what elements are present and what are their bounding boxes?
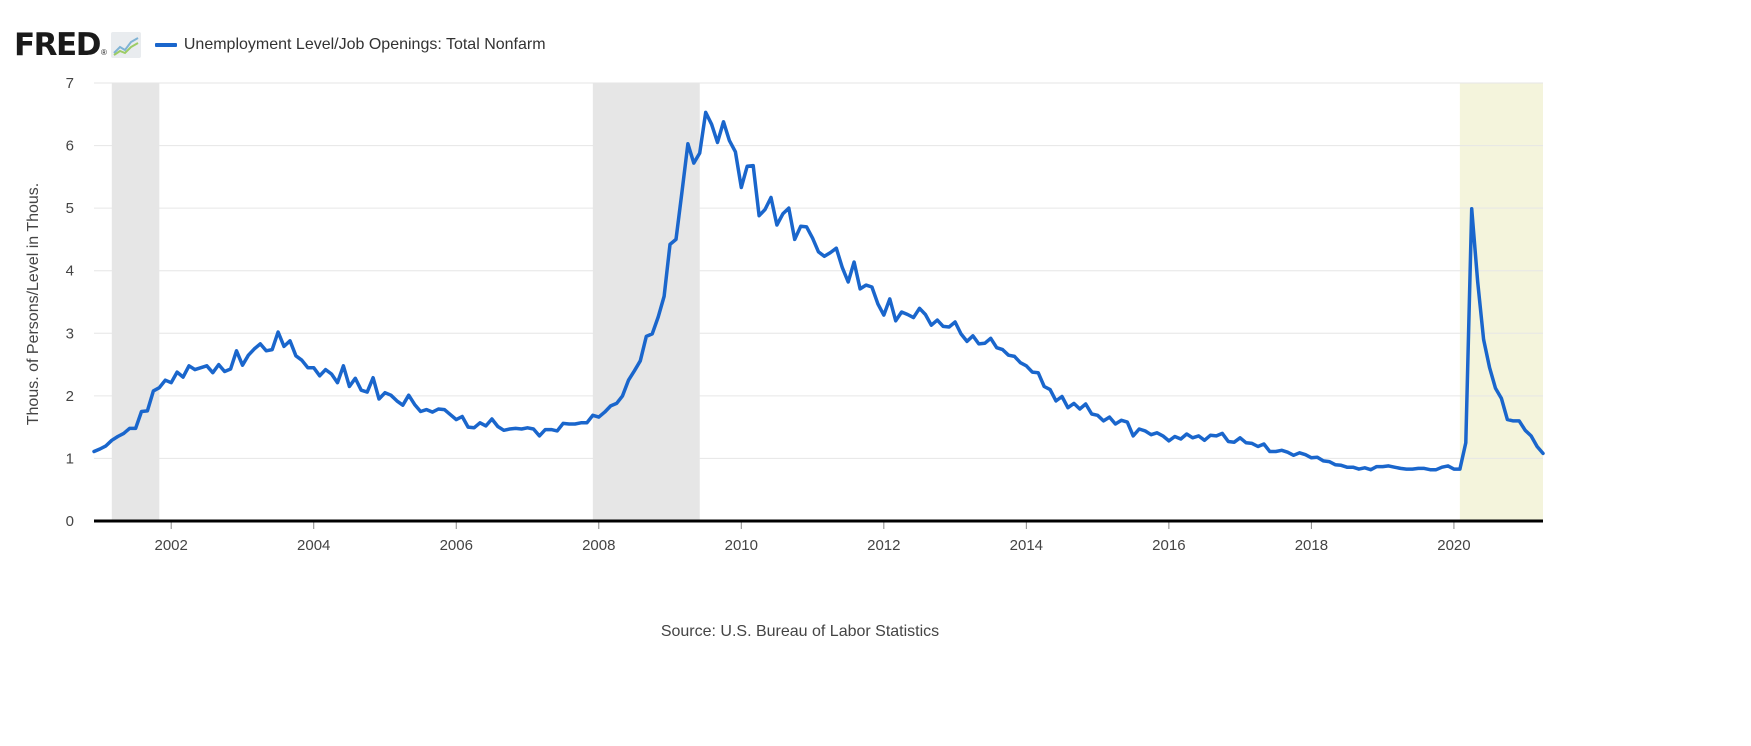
chart-header: FRED ® Unemployment Level/Job Openings: … [14,28,546,62]
x-tick-label: 2020 [1437,537,1470,554]
legend-label: Unemployment Level/Job Openings: Total N… [183,36,546,53]
source-note: Source: U.S. Bureau of Labor Statistics [660,623,940,640]
fred-logo-text: FRED [14,26,101,63]
y-axis-title: Thous. of Persons/Level in Thous. [25,183,42,426]
x-tick-label: 2006 [440,537,473,554]
x-tick-label: 2008 [582,537,615,554]
registered-mark: ® [100,47,107,57]
shaded-period-1 [111,83,160,521]
y-tick-label: 6 [66,138,74,155]
y-tick-label: 2 [66,388,74,405]
x-tick-label: 2002 [155,537,188,554]
x-tick-label: 2004 [297,537,330,554]
y-tick-label: 0 [66,513,74,530]
legend-swatch [154,43,177,47]
fred-logo[interactable]: FRED ® [14,26,141,63]
shaded-period-2 [592,83,700,521]
y-tick-label: 7 [66,75,74,92]
x-tick-label: 2010 [725,537,758,554]
y-tick-label: 1 [66,450,74,467]
series-line-1[interactable] [92,110,1545,472]
x-tick-label: 2014 [1010,537,1043,554]
shaded-period-3 [1459,83,1543,521]
y-tick-label: 3 [66,325,74,342]
y-tick-label: 5 [66,200,74,217]
chart-legend[interactable]: Unemployment Level/Job Openings: Total N… [154,36,546,54]
y-tick-label: 4 [66,263,74,280]
trend-chart-icon [110,32,141,58]
x-tick-label: 2012 [867,537,900,554]
x-tick-label: 2018 [1295,537,1328,554]
x-tick-label: 2016 [1152,537,1185,554]
